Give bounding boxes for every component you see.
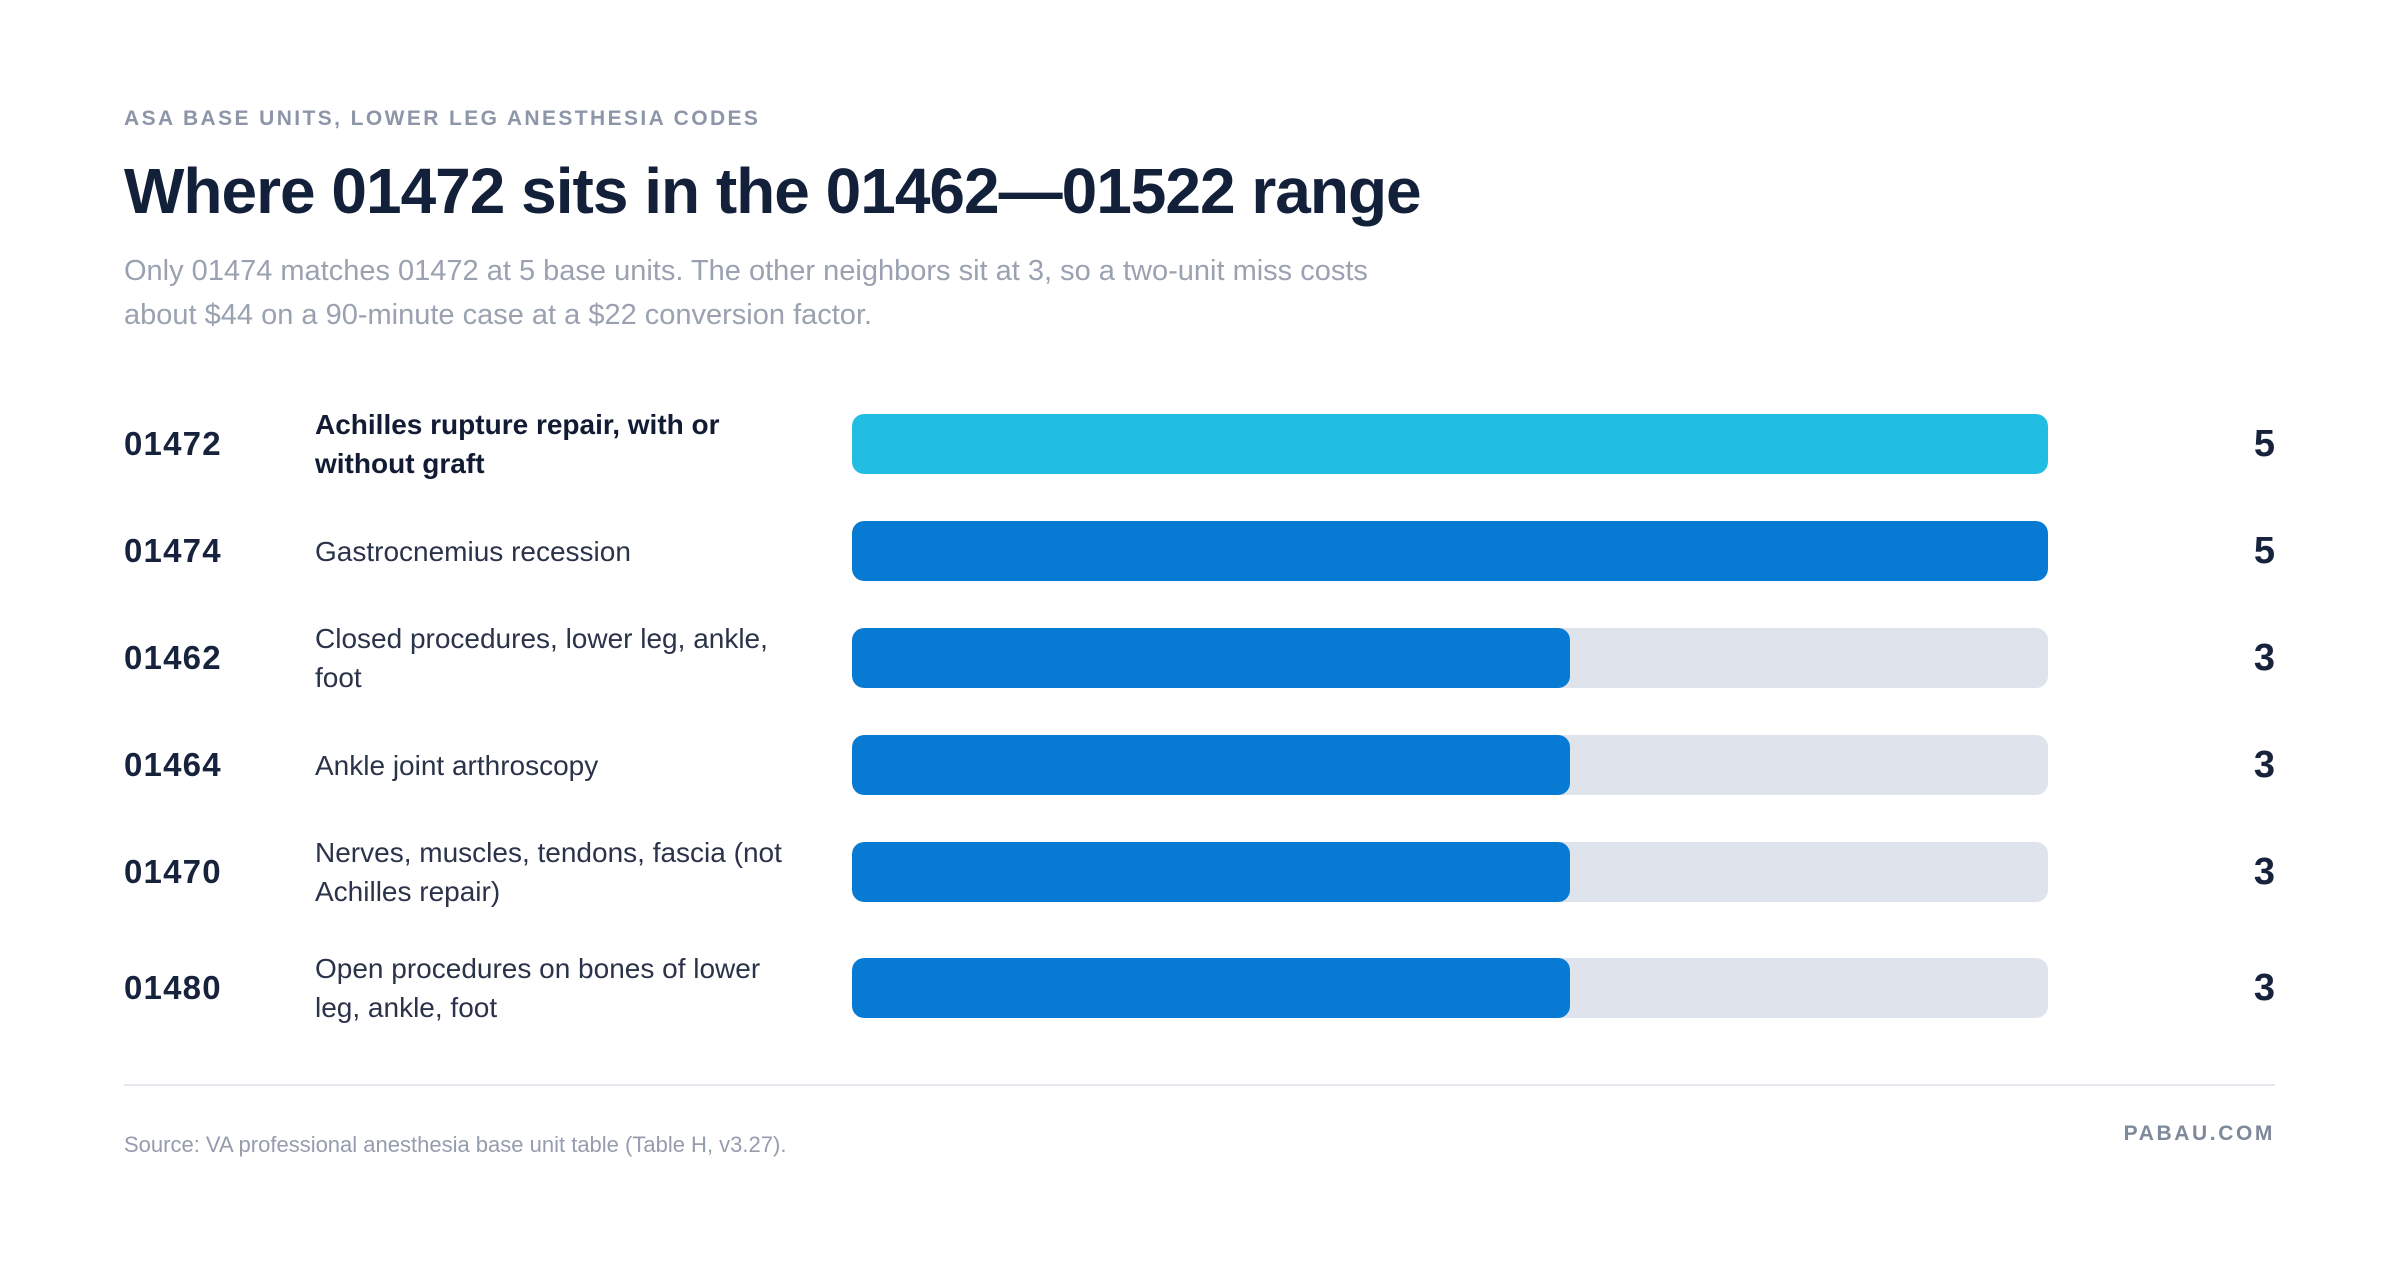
bar-row: 01462 Closed procedures, lower leg, ankle…: [124, 600, 2275, 716]
bar-fill: [852, 842, 1570, 902]
bar-code-label: 01462: [124, 639, 222, 676]
bar-description: Ankle joint arthroscopy: [315, 749, 599, 781]
bar-row: 01474 Gastrocnemius recession 5: [124, 502, 2275, 600]
bar-row: 01464 Ankle joint arthroscopy 3: [124, 716, 2275, 814]
bar-fill: [852, 735, 1570, 795]
bar-track: [852, 628, 2048, 688]
bar-description-cell: Open procedures on bones of lower leg, a…: [315, 949, 852, 1027]
bar-description: Nerves, muscles, tendons, fascia (not Ac…: [315, 837, 782, 907]
bar-value-label: 5: [2253, 422, 2275, 465]
bar-track: [852, 958, 2048, 1018]
bar-track: [852, 414, 2048, 474]
bar-code-label: 01470: [124, 853, 222, 890]
chart-title: Where 01472 sits in the 01462—01522 rang…: [124, 155, 1422, 227]
bar-value-label: 5: [2253, 529, 2275, 572]
bar-fill: [852, 521, 2048, 581]
bar-track: [852, 842, 2048, 902]
footer-divider: [124, 1084, 2275, 1086]
source-note: Source: VA professional anesthesia base …: [124, 1132, 787, 1157]
bar-description-cell: Nerves, muscles, tendons, fascia (not Ac…: [315, 833, 852, 911]
bar-description-cell: Ankle joint arthroscopy: [315, 746, 852, 785]
brand-wordmark: PABAU.COM: [2123, 1122, 2275, 1145]
bar-value-label: 3: [2253, 850, 2275, 893]
bar-code-label: 01472: [124, 425, 222, 462]
bar-description-cell: Achilles rupture repair, with or without…: [315, 405, 852, 483]
chart-eyebrow: ASA BASE UNITS, LOWER LEG ANESTHESIA COD…: [124, 107, 761, 130]
bar-fill: [852, 958, 1570, 1018]
bar-value-label: 3: [2253, 743, 2275, 786]
bar-row: 01472 Achilles rupture repair, with or wi…: [124, 386, 2275, 502]
bar-value-label: 3: [2253, 636, 2275, 679]
bar-description: Achilles rupture repair, with or without…: [315, 409, 720, 479]
bar-fill: [852, 628, 1570, 688]
bar-code-label: 01480: [124, 969, 222, 1006]
bar-fill: [852, 414, 2048, 474]
bar-track: [852, 521, 2048, 581]
bar-description: Closed procedures, lower leg, ankle, foo…: [315, 623, 768, 693]
bar-code-label: 01474: [124, 532, 222, 569]
bar-description-cell: Closed procedures, lower leg, ankle, foo…: [315, 619, 852, 697]
chart-subtitle: Only 01474 matches 01472 at 5 base units…: [124, 255, 1368, 331]
bar-code-label: 01464: [124, 746, 222, 783]
bar-description: Gastrocnemius recession: [315, 535, 631, 567]
bar-row: 01480 Open procedures on bones of lower l…: [124, 930, 2275, 1046]
bar-value-label: 3: [2253, 966, 2275, 1009]
bar-description: Open procedures on bones of lower leg, a…: [315, 953, 761, 1023]
bar-description-cell: Gastrocnemius recession: [315, 532, 852, 571]
bar-track: [852, 735, 2048, 795]
bar-row: 01470 Nerves, muscles, tendons, fascia (n…: [124, 814, 2275, 930]
bar-chart: 01472 Achilles rupture repair, with or wi…: [124, 386, 2275, 1046]
